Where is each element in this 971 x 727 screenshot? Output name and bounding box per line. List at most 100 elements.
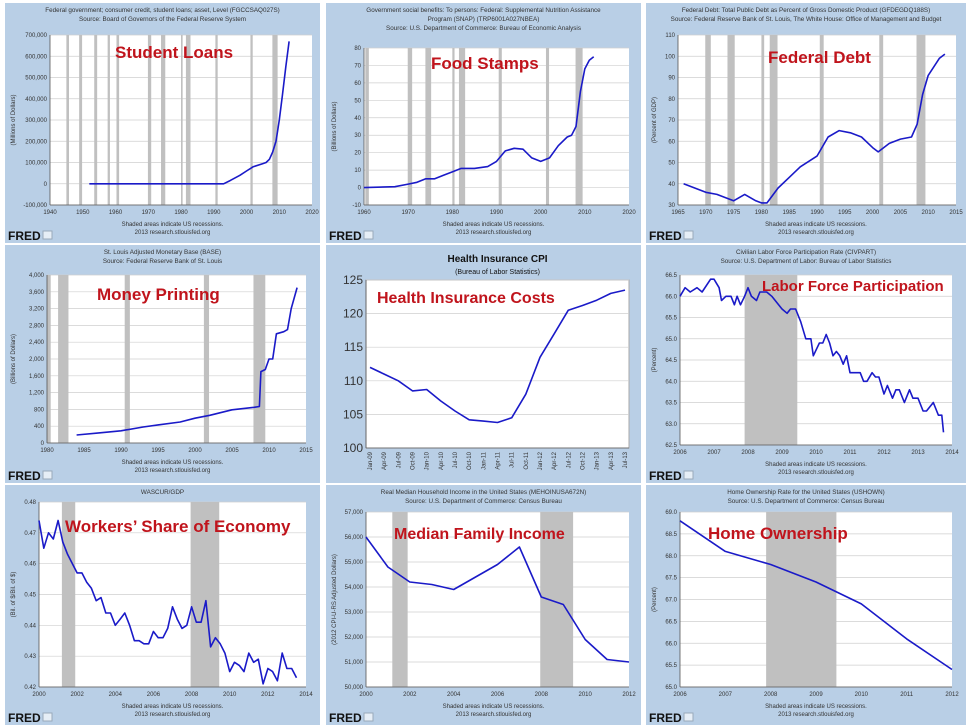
recession-note: Shaded areas indicate US recessions. bbox=[443, 704, 545, 710]
chart-source: Source: U.S. Department of Commerce: Cen… bbox=[405, 498, 562, 505]
chart-label: Federal Debt bbox=[768, 48, 871, 67]
chart-svg: Government social benefits: To persons: … bbox=[329, 7, 636, 243]
x-tick-label: 2008 bbox=[764, 692, 778, 698]
chart-home-ownership: Home Ownership Rate for the United State… bbox=[646, 485, 966, 725]
x-tick-label: 1980 bbox=[446, 210, 460, 216]
fred-chart-icon bbox=[363, 230, 374, 240]
series-line bbox=[38, 519, 298, 685]
chart-title: Civilian Labor Force Participation Rate … bbox=[736, 249, 876, 256]
y-tick-label: 400,000 bbox=[25, 97, 47, 103]
y-tick-label: 67.5 bbox=[665, 576, 677, 582]
chart-title: WASCUR/GDP bbox=[141, 489, 184, 496]
x-tick-label: 2000 bbox=[866, 210, 880, 216]
recession-band bbox=[819, 35, 824, 205]
recession-band bbox=[766, 512, 837, 687]
x-tick-label: 2013 bbox=[911, 450, 925, 456]
x-tick-label: Jan-10 bbox=[425, 451, 431, 470]
y-tick-label: 4,000 bbox=[29, 273, 45, 279]
recession-band bbox=[761, 35, 765, 205]
recession-band bbox=[181, 35, 183, 205]
y-tick-label: 400 bbox=[34, 424, 45, 430]
fred-chart-icon bbox=[42, 470, 53, 480]
y-tick-label: 3,600 bbox=[29, 290, 45, 296]
chart-median-family-income: Real Median Household Income in the Unit… bbox=[326, 485, 641, 725]
x-tick-label: 1990 bbox=[114, 448, 128, 454]
y-tick-label: 0.48 bbox=[24, 500, 36, 506]
x-tick-label: 2009 bbox=[809, 692, 823, 698]
y-tick-label: 57,000 bbox=[345, 510, 364, 516]
chart-label: Money Printing bbox=[97, 285, 220, 304]
y-tick-label: 200,000 bbox=[25, 139, 47, 145]
x-tick-label: 1990 bbox=[810, 210, 824, 216]
x-tick-label: 2014 bbox=[945, 450, 959, 456]
y-tick-label: 80 bbox=[668, 97, 675, 103]
recession-band bbox=[575, 48, 583, 205]
recession-band bbox=[452, 48, 455, 205]
y-axis-label: (2012 CPI-U-RS Adjusted Dollars) bbox=[332, 554, 338, 645]
y-tick-label: 10 bbox=[354, 168, 361, 174]
y-tick-label: 52,000 bbox=[345, 635, 364, 641]
x-tick-label: 2012 bbox=[877, 450, 891, 456]
recession-band bbox=[407, 48, 413, 205]
y-tick-label: 66.5 bbox=[665, 273, 677, 279]
recession-band bbox=[66, 35, 69, 205]
recession-band bbox=[916, 35, 926, 205]
y-tick-label: 70 bbox=[668, 118, 675, 124]
recession-band bbox=[147, 35, 152, 205]
recession-band bbox=[161, 35, 166, 205]
x-tick-label: 1985 bbox=[77, 448, 91, 454]
recession-band bbox=[425, 48, 432, 205]
y-tick-label: 65.5 bbox=[665, 316, 677, 322]
fred-logo-text: FRED bbox=[8, 229, 41, 243]
source-credit: 2013 research.stlouisfed.org bbox=[778, 712, 854, 718]
x-tick-label: Jan-09 bbox=[368, 451, 374, 470]
x-tick-label: 2000 bbox=[240, 210, 254, 216]
recession-band bbox=[879, 35, 884, 205]
y-tick-label: 60 bbox=[668, 139, 675, 145]
y-tick-label: 53,000 bbox=[345, 610, 364, 616]
y-tick-label: 68.5 bbox=[665, 532, 677, 538]
chart-title: Program (SNAP) (TRP6001A027NBEA) bbox=[428, 16, 540, 23]
y-axis-label: (Millions of Dollars) bbox=[11, 94, 17, 145]
y-tick-label: 110 bbox=[665, 33, 675, 39]
chart-svg: Home Ownership Rate for the United State… bbox=[649, 489, 959, 725]
y-tick-label: 2,400 bbox=[29, 340, 45, 346]
fred-logo-text: FRED bbox=[8, 469, 41, 483]
chart-title: St. Louis Adjusted Monetary Base (BASE) bbox=[104, 249, 221, 256]
x-tick-label: Apr-09 bbox=[382, 451, 388, 470]
x-tick-label: 1990 bbox=[490, 210, 504, 216]
chart-label: Median Family Income bbox=[394, 526, 565, 543]
y-tick-label: 68.0 bbox=[665, 554, 677, 560]
recession-band bbox=[744, 275, 798, 445]
y-tick-label: 70 bbox=[354, 63, 361, 69]
chart-svg: St. Louis Adjusted Monetary Base (BASE) S… bbox=[8, 249, 313, 483]
chart-source: Source: Federal Reserve Bank of St. Loui… bbox=[671, 16, 942, 23]
chart-workers-share: WASCUR/GDP 0.42 0.43 0.44 0.45 0.46 0.47 0.48 20… bbox=[5, 485, 320, 725]
recession-band bbox=[458, 48, 466, 205]
x-tick-label: 2000 bbox=[32, 692, 46, 698]
source-credit: 2013 research.stlouisfed.org bbox=[778, 470, 854, 476]
y-tick-label: 0.46 bbox=[24, 562, 36, 568]
source-credit: 2013 research.stlouisfed.org bbox=[778, 230, 854, 236]
x-tick-label: 2007 bbox=[707, 450, 721, 456]
x-tick-label: 1995 bbox=[838, 210, 852, 216]
fred-chart-icon bbox=[683, 470, 694, 480]
y-tick-label: 63.5 bbox=[665, 401, 677, 407]
chart-money-printing: St. Louis Adjusted Monetary Base (BASE) S… bbox=[5, 245, 320, 483]
x-tick-label: Jan-13 bbox=[595, 451, 601, 470]
y-axis-label: (Percent) bbox=[652, 348, 658, 373]
y-tick-label: 125 bbox=[343, 273, 363, 287]
y-tick-label: 62.5 bbox=[665, 443, 677, 449]
recession-band bbox=[79, 35, 83, 205]
recession-band bbox=[58, 275, 69, 443]
y-axis-label: (Percent of GDP) bbox=[652, 97, 658, 143]
x-tick-label: 2010 bbox=[223, 692, 237, 698]
recession-band bbox=[107, 35, 110, 205]
y-tick-label: 0.42 bbox=[24, 685, 36, 691]
x-tick-label: 2010 bbox=[273, 210, 287, 216]
chart-label: Workers’ Share of Economy bbox=[65, 517, 291, 536]
recession-note: Shaded areas indicate US recessions. bbox=[765, 704, 867, 710]
x-tick-label: 2010 bbox=[809, 450, 823, 456]
chart-label: Labor Force Participation bbox=[762, 278, 944, 295]
recession-band bbox=[769, 35, 778, 205]
